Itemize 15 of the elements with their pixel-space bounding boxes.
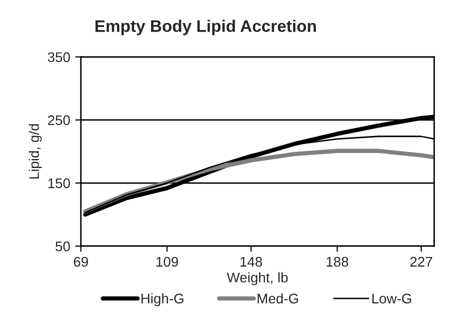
legend-label: Med-G bbox=[258, 293, 298, 304]
x-tick-label: 227 bbox=[410, 256, 432, 267]
x-tick-label: 109 bbox=[156, 256, 178, 267]
y-tick-label: 350 bbox=[48, 52, 70, 62]
x-tick-label: 69 bbox=[74, 256, 88, 267]
y-axis-title: Lipid, g/d bbox=[28, 124, 42, 179]
x-tick-label: 188 bbox=[326, 256, 348, 267]
x-axis-title: Weight, lb bbox=[226, 272, 288, 286]
legend-label: High-G bbox=[142, 293, 184, 306]
chart-title: Empty Body Lipid Accretion bbox=[96, 20, 316, 36]
x-tick-label: 148 bbox=[240, 256, 262, 267]
legend-label: Low-G bbox=[372, 294, 412, 304]
y-tick-label: 250 bbox=[48, 115, 70, 126]
y-tick-label: 50 bbox=[56, 241, 70, 252]
y-tick-label: 150 bbox=[48, 178, 70, 188]
